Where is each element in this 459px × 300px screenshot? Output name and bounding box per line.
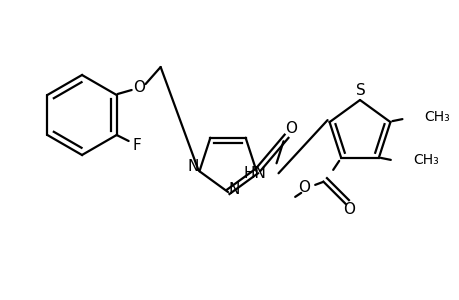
- Text: N: N: [187, 159, 199, 174]
- Text: HN: HN: [243, 166, 266, 181]
- Text: S: S: [355, 82, 365, 98]
- Text: F: F: [132, 137, 141, 152]
- Text: CH₃: CH₃: [424, 110, 449, 124]
- Text: O: O: [132, 80, 144, 94]
- Text: O: O: [342, 202, 354, 217]
- Text: O: O: [297, 180, 309, 195]
- Text: CH₃: CH₃: [412, 153, 437, 167]
- Text: O: O: [285, 121, 297, 136]
- Text: N: N: [228, 182, 239, 197]
